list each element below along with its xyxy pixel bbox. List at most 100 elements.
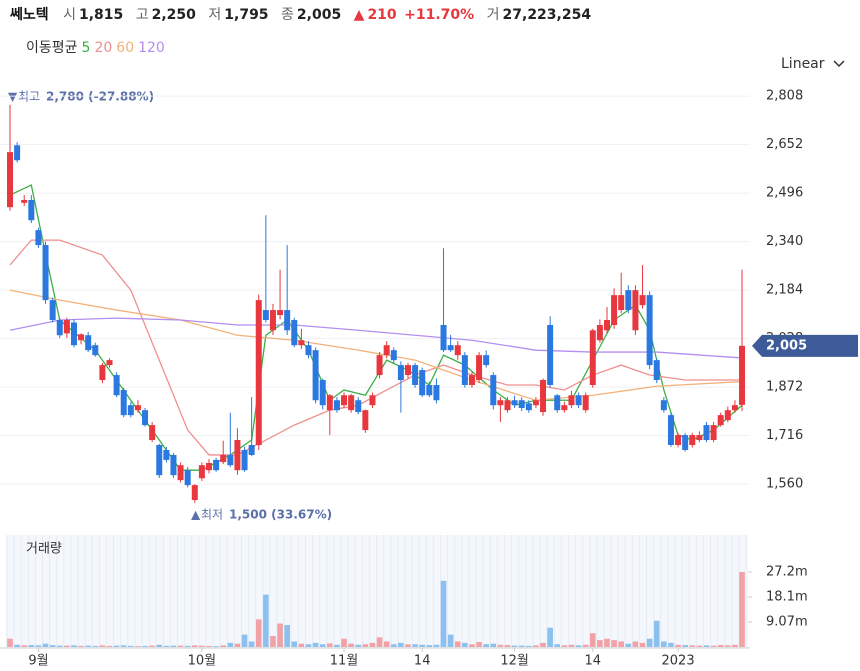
volume-bar bbox=[78, 645, 84, 647]
volume-bar bbox=[483, 644, 489, 647]
volume-bar bbox=[725, 645, 731, 647]
candle-body bbox=[42, 245, 49, 301]
candle-body bbox=[14, 145, 21, 161]
volume-bar bbox=[682, 645, 688, 647]
candle-body bbox=[35, 230, 42, 246]
ma-legend-title: 이동평균 bbox=[26, 40, 78, 56]
volume-bar bbox=[717, 645, 724, 647]
candle-body bbox=[78, 334, 85, 341]
close-label: 종 bbox=[281, 7, 294, 23]
open: 1,815 bbox=[78, 7, 124, 23]
volume-bar bbox=[646, 638, 653, 647]
x-tick-label: 9월 bbox=[28, 654, 48, 669]
ma-line bbox=[9, 239, 743, 456]
volume-bar bbox=[504, 645, 511, 647]
volume-bar bbox=[334, 644, 340, 647]
candle-body bbox=[404, 365, 411, 376]
scale-toggle[interactable]: Linear bbox=[781, 56, 845, 72]
volume-tick-label: 9.07m bbox=[766, 614, 808, 629]
volume-bar bbox=[689, 645, 696, 647]
low: 1,795 bbox=[224, 7, 269, 23]
ma-legend: 이동평균 5 20 60 120 bbox=[26, 37, 169, 57]
volume-bar bbox=[369, 642, 376, 647]
ma-legend-entry: 120 bbox=[138, 40, 165, 56]
candle-body bbox=[717, 415, 724, 426]
candle-body bbox=[113, 375, 120, 396]
chevron bbox=[833, 60, 845, 68]
candle-body bbox=[639, 295, 646, 306]
volume-bar bbox=[184, 645, 191, 647]
y-tick-label: 2,184 bbox=[766, 283, 803, 298]
candle-body bbox=[277, 310, 284, 316]
volume-bar bbox=[547, 627, 553, 647]
volume-bar bbox=[611, 640, 617, 647]
candle-body bbox=[106, 360, 113, 366]
candle-body bbox=[525, 403, 532, 411]
volume-bar bbox=[312, 642, 319, 647]
volume-bar bbox=[42, 643, 49, 647]
candle-body bbox=[412, 365, 419, 385]
candle-body bbox=[689, 435, 696, 445]
candle-body bbox=[333, 400, 340, 411]
candle-body bbox=[262, 310, 269, 321]
volume-bar bbox=[632, 641, 639, 647]
candle-body bbox=[490, 375, 497, 406]
volume-bar bbox=[398, 642, 404, 647]
ma-line bbox=[9, 184, 743, 471]
volume-bar bbox=[696, 645, 703, 647]
volume-bar bbox=[142, 645, 148, 647]
volume-bar bbox=[14, 644, 20, 647]
volume-bar bbox=[128, 645, 134, 647]
volume-bar bbox=[732, 644, 738, 647]
volume-bar bbox=[263, 594, 269, 647]
volume-bar bbox=[383, 641, 390, 647]
candle-body bbox=[70, 322, 77, 346]
volume-bar bbox=[206, 645, 212, 647]
min-value: 1,500 (33.67%) bbox=[229, 508, 332, 522]
candle-body bbox=[198, 465, 205, 479]
candle-body bbox=[341, 395, 348, 406]
candle-body bbox=[298, 340, 305, 346]
candle-body bbox=[667, 415, 674, 445]
close: 2,005 bbox=[296, 7, 342, 23]
volume-bar bbox=[497, 644, 504, 647]
last-price-label: 2,005 bbox=[766, 338, 807, 353]
volume-tick-label: 18.1m bbox=[766, 590, 808, 605]
volume-bar bbox=[625, 643, 632, 647]
candle-body bbox=[589, 330, 596, 385]
candle-body bbox=[703, 425, 710, 441]
x-tick-label: 14 bbox=[414, 654, 431, 669]
volume-bar bbox=[433, 644, 440, 647]
volume-bar bbox=[177, 645, 184, 647]
header: 쎄노텍 시 1,815 고 2,250 저 1,795 종 2,005 ▲ 210 +11… bbox=[10, 4, 599, 24]
candle-body bbox=[724, 410, 731, 421]
y-tick-label: 1,716 bbox=[766, 428, 803, 443]
candle-body bbox=[305, 345, 312, 356]
candle-body bbox=[540, 380, 547, 413]
volume-bar bbox=[327, 643, 333, 647]
candle-body bbox=[177, 465, 184, 481]
candle-body bbox=[120, 389, 127, 416]
volume-bar bbox=[298, 643, 305, 647]
candle-body bbox=[675, 435, 682, 445]
candle-body bbox=[653, 360, 660, 381]
candle-body bbox=[205, 463, 212, 471]
candle-body bbox=[127, 405, 134, 416]
volume-bar bbox=[355, 644, 362, 647]
candle-body bbox=[575, 395, 582, 406]
volume-bar bbox=[234, 643, 241, 647]
volume-bar bbox=[454, 641, 461, 647]
volume-bar bbox=[21, 645, 28, 647]
volume-bar bbox=[390, 644, 397, 647]
volume-bar bbox=[668, 642, 674, 647]
volume-bar bbox=[675, 644, 681, 647]
candle-body bbox=[511, 400, 518, 406]
volume-bar bbox=[405, 644, 411, 647]
candle-body bbox=[134, 405, 141, 411]
candle-body bbox=[682, 435, 689, 450]
volume-bar bbox=[618, 641, 625, 647]
candle-body bbox=[547, 324, 554, 385]
candle-body bbox=[241, 449, 248, 471]
volume-bar bbox=[462, 642, 468, 647]
